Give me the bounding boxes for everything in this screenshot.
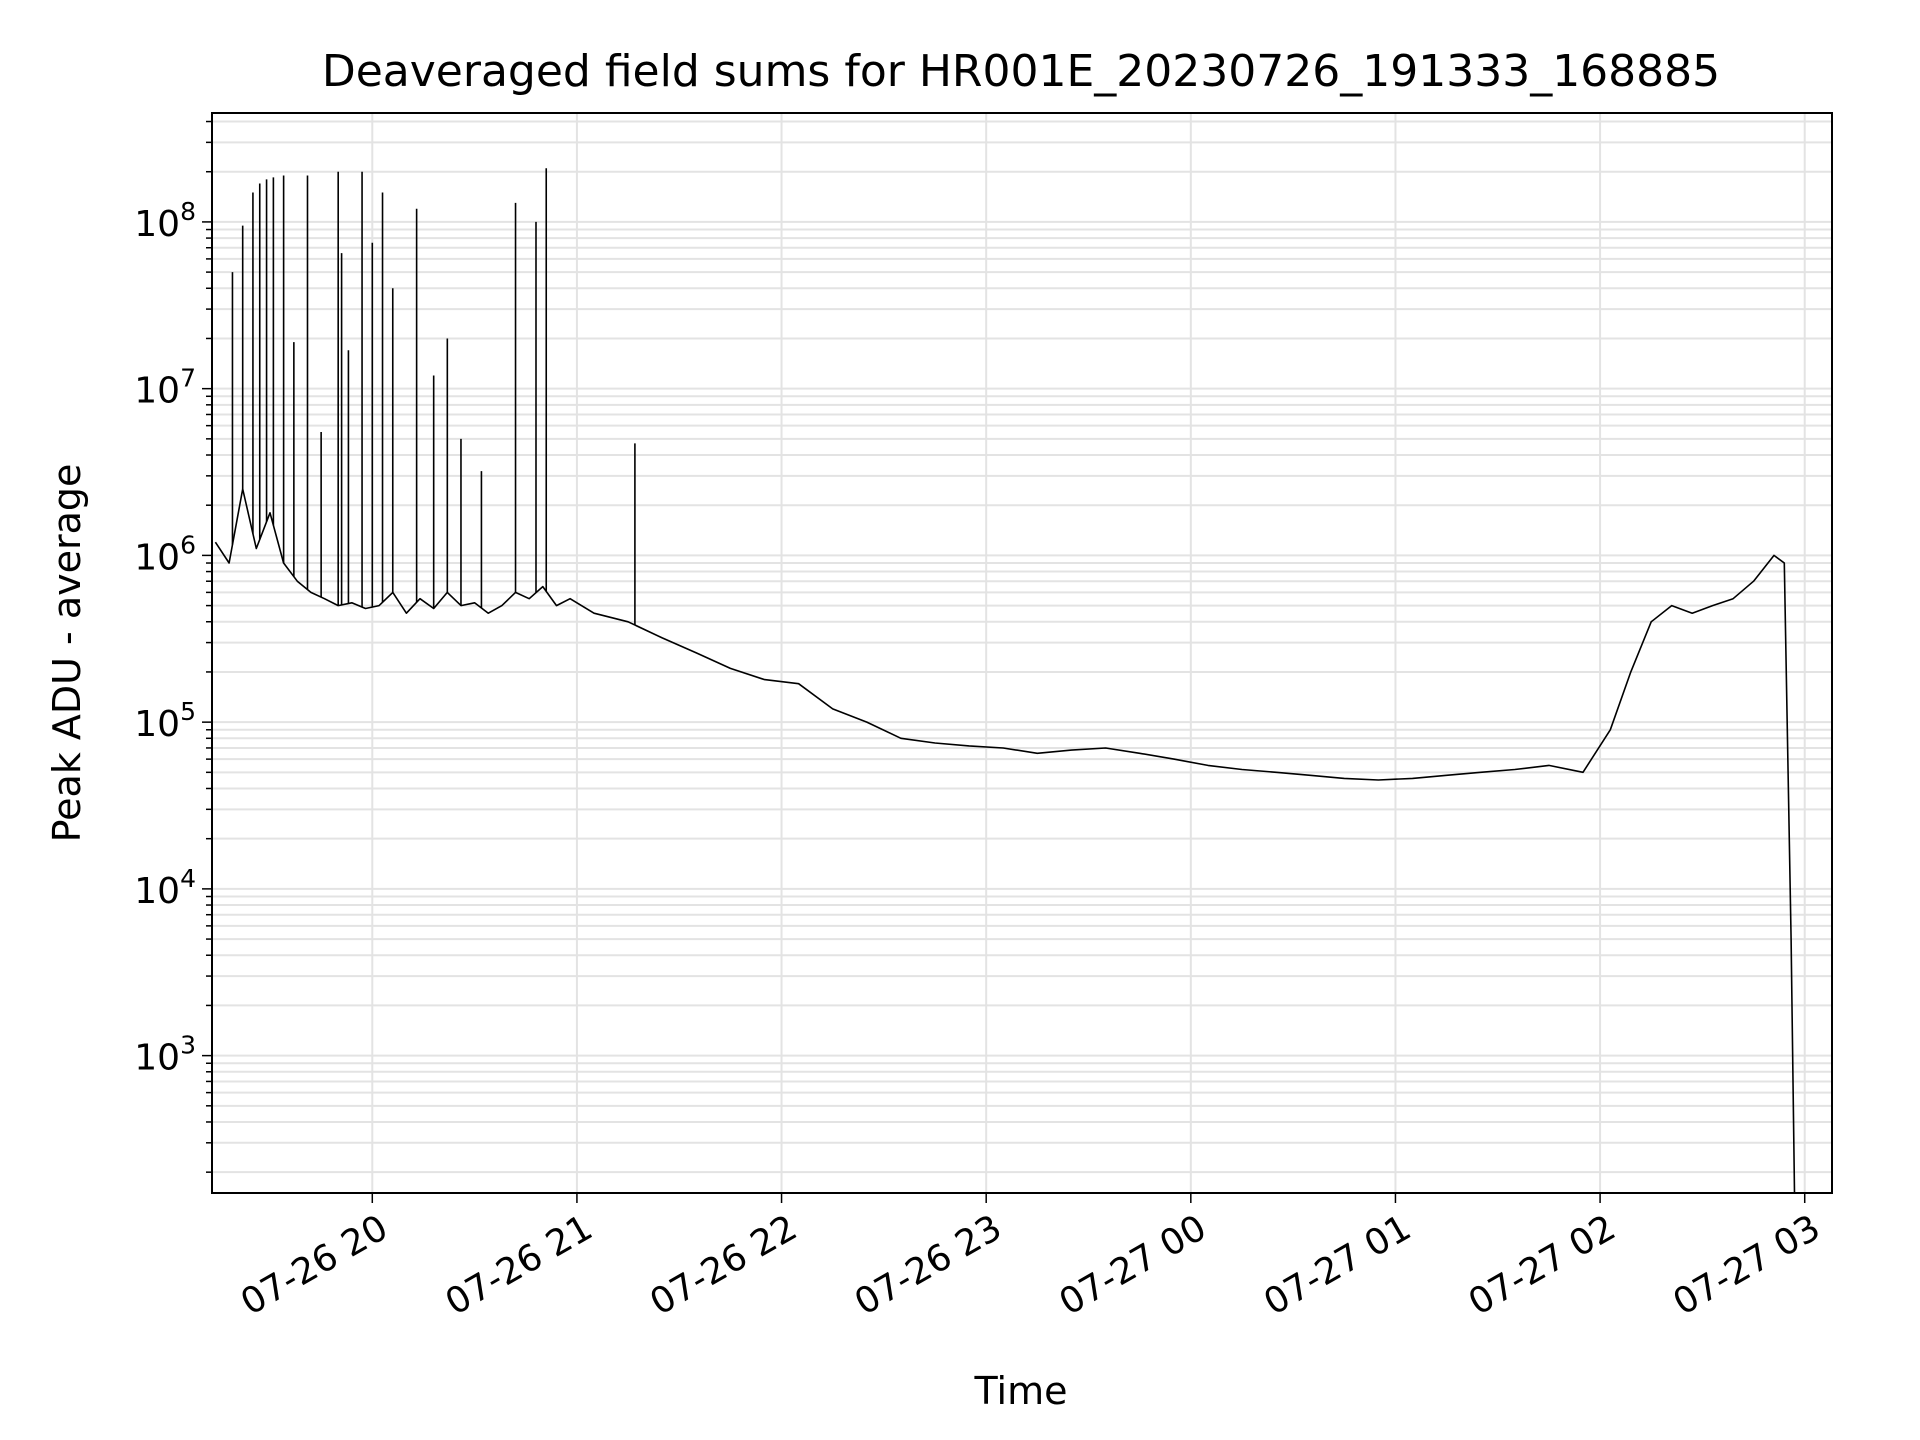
y-tick-exponent: 8 <box>180 197 196 226</box>
x-tick-label: 07-27 01 <box>1257 1207 1418 1323</box>
y-tick-label: 108 <box>134 197 196 245</box>
y-tick-exponent: 7 <box>180 364 196 393</box>
y-tick-base: 10 <box>134 371 180 412</box>
x-tick-label: 07-27 02 <box>1462 1207 1623 1323</box>
grid <box>212 113 1832 1193</box>
y-tick-base: 10 <box>134 204 180 245</box>
y-tick-base: 10 <box>134 1038 180 1079</box>
data-series-line <box>214 488 1796 1193</box>
y-tick-exponent: 5 <box>180 697 196 726</box>
y-tick-label: 103 <box>134 1031 196 1079</box>
y-tick-exponent: 3 <box>180 1031 196 1060</box>
y-tick-base: 10 <box>134 537 180 578</box>
y-tick-exponent: 4 <box>180 864 196 893</box>
y-tick-label: 105 <box>134 697 196 745</box>
plot-area <box>214 168 1796 1193</box>
y-tick-label: 106 <box>134 530 196 578</box>
y-tick-label: 104 <box>134 864 196 912</box>
y-tick-label: 107 <box>134 364 196 412</box>
x-tick-label: 07-26 21 <box>439 1207 600 1323</box>
x-tick-label: 07-26 22 <box>643 1207 804 1323</box>
x-axis-label: Time <box>974 1369 1068 1413</box>
y-axis-label: Peak ADU - average <box>45 464 89 843</box>
chart-title: Deaveraged field sums for HR001E_2023072… <box>322 46 1720 97</box>
x-tick-label: 07-27 00 <box>1053 1207 1214 1323</box>
y-tick-exponent: 6 <box>180 530 196 559</box>
x-tick-label: 07-26 23 <box>848 1207 1009 1323</box>
y-tick-base: 10 <box>134 704 180 745</box>
x-axis: 07-26 20 07-26 21 07-26 22 07-26 23 07-27 00… <box>234 1193 1827 1324</box>
plot-frame <box>211 112 1833 1194</box>
x-tick-label: 07-26 20 <box>234 1207 395 1323</box>
y-tick-base: 10 <box>134 871 180 912</box>
x-tick-label: 07-27 03 <box>1667 1207 1828 1323</box>
